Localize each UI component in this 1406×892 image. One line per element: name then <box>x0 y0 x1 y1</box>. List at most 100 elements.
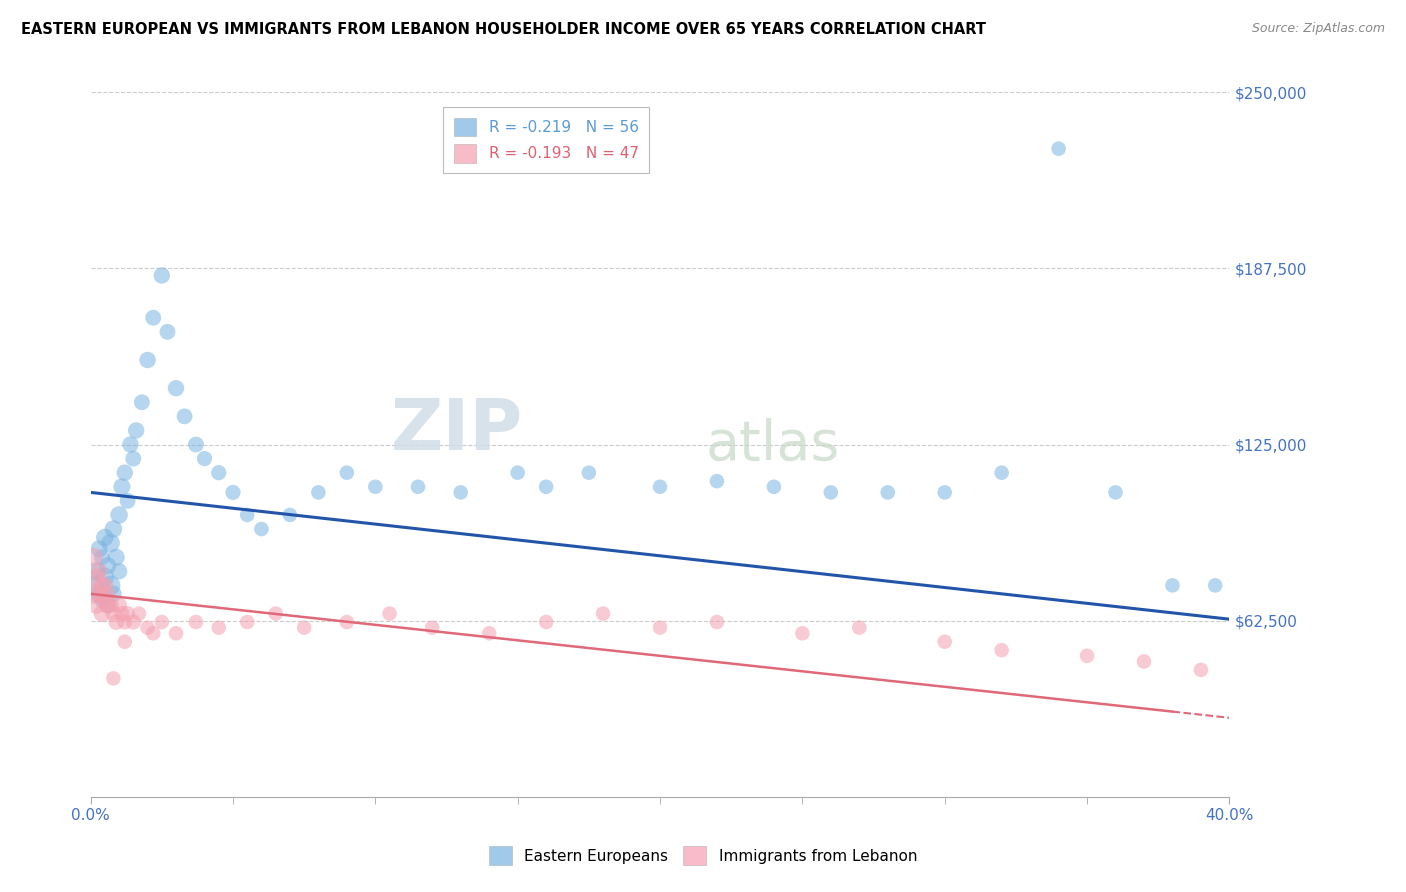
Point <box>706 474 728 488</box>
Point <box>103 522 125 536</box>
Point <box>820 485 842 500</box>
Point <box>406 480 429 494</box>
Point <box>82 587 104 601</box>
Point <box>292 621 315 635</box>
Point <box>136 621 159 635</box>
Point <box>94 592 117 607</box>
Point <box>336 466 359 480</box>
Point <box>89 587 111 601</box>
Point <box>236 508 259 522</box>
Point <box>125 424 148 438</box>
Point <box>105 615 128 629</box>
Point <box>450 485 472 500</box>
Point <box>184 437 207 451</box>
Point <box>111 480 134 494</box>
Point <box>100 598 122 612</box>
Point <box>336 615 359 629</box>
Point <box>97 587 120 601</box>
Point <box>91 578 114 592</box>
Point <box>82 578 104 592</box>
Point <box>91 592 114 607</box>
Point <box>706 615 728 629</box>
Point <box>278 508 301 522</box>
Point <box>934 485 956 500</box>
Point <box>592 607 614 621</box>
Point <box>578 466 600 480</box>
Point <box>990 643 1012 657</box>
Point <box>1076 648 1098 663</box>
Legend: R = -0.219   N = 56, R = -0.193   N = 47: R = -0.219 N = 56, R = -0.193 N = 47 <box>443 107 650 173</box>
Point <box>84 570 107 584</box>
Point <box>165 381 187 395</box>
Point <box>136 353 159 368</box>
Point <box>848 621 870 635</box>
Point <box>990 466 1012 480</box>
Point <box>250 522 273 536</box>
Point <box>142 310 165 325</box>
Point <box>876 485 898 500</box>
Point <box>420 621 443 635</box>
Text: ZIP: ZIP <box>391 396 523 465</box>
Point <box>103 671 125 685</box>
Point <box>1189 663 1212 677</box>
Point <box>122 615 145 629</box>
Point <box>103 587 125 601</box>
Point <box>208 466 231 480</box>
Point <box>506 466 529 480</box>
Point <box>236 615 259 629</box>
Point <box>173 409 195 424</box>
Point <box>84 598 107 612</box>
Text: atlas: atlas <box>706 417 839 472</box>
Point <box>117 607 139 621</box>
Point <box>1104 485 1126 500</box>
Point <box>534 480 557 494</box>
Point <box>89 587 111 601</box>
Point <box>111 607 134 621</box>
Point <box>264 607 287 621</box>
Point <box>364 480 387 494</box>
Point <box>105 550 128 565</box>
Point <box>114 615 136 629</box>
Point <box>1047 142 1070 156</box>
Point <box>128 607 150 621</box>
Point <box>103 607 125 621</box>
Text: Source: ZipAtlas.com: Source: ZipAtlas.com <box>1251 22 1385 36</box>
Point <box>208 621 231 635</box>
Point <box>762 480 785 494</box>
Point <box>307 485 329 500</box>
Point <box>648 621 671 635</box>
Point <box>122 451 145 466</box>
Point <box>156 325 179 339</box>
Point <box>1204 578 1226 592</box>
Point <box>478 626 501 640</box>
Point <box>150 615 173 629</box>
Point <box>1161 578 1184 592</box>
Point <box>108 564 131 578</box>
Point <box>94 578 117 592</box>
Point <box>82 550 104 565</box>
Point <box>120 437 142 451</box>
Point <box>117 494 139 508</box>
Point <box>1133 655 1156 669</box>
Point <box>89 564 111 578</box>
Point <box>378 607 401 621</box>
Point <box>91 607 114 621</box>
Point <box>108 508 131 522</box>
Point <box>97 598 120 612</box>
Point <box>91 550 114 565</box>
Point <box>94 531 117 545</box>
Point <box>534 615 557 629</box>
Point <box>94 570 117 584</box>
Point <box>89 541 111 556</box>
Point <box>100 578 122 592</box>
Point <box>792 626 814 640</box>
Point <box>97 598 120 612</box>
Point <box>131 395 153 409</box>
Point <box>114 466 136 480</box>
Point <box>222 485 245 500</box>
Point <box>142 626 165 640</box>
Point <box>84 564 107 578</box>
Point <box>648 480 671 494</box>
Point <box>97 558 120 573</box>
Point <box>150 268 173 283</box>
